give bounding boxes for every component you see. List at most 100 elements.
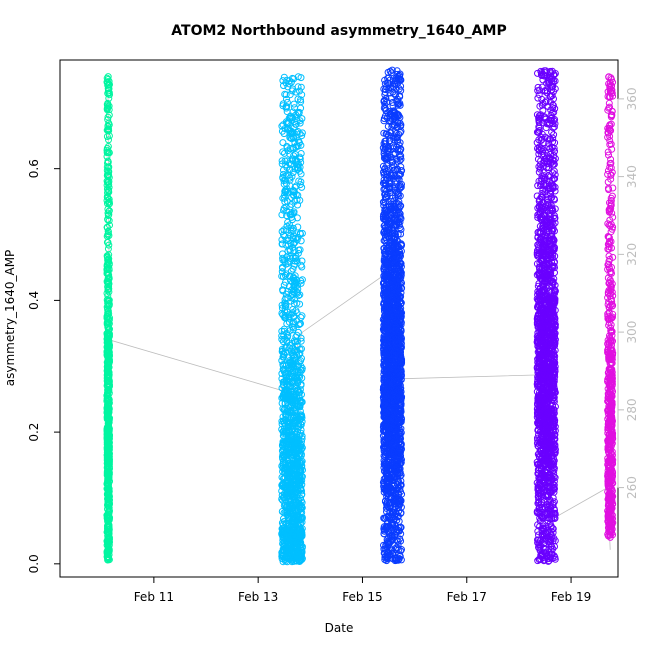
data-point bbox=[104, 256, 112, 264]
data-point bbox=[390, 90, 398, 98]
data-point bbox=[291, 188, 298, 196]
data-point bbox=[104, 306, 112, 314]
data-point bbox=[104, 527, 112, 535]
data-point bbox=[278, 240, 286, 248]
data-point bbox=[278, 508, 286, 515]
data-point bbox=[296, 246, 304, 254]
data-point bbox=[104, 269, 112, 277]
data-point bbox=[104, 245, 112, 253]
data-point bbox=[294, 328, 302, 336]
data-point bbox=[105, 296, 113, 304]
data-point bbox=[103, 74, 111, 82]
data-point bbox=[279, 287, 287, 295]
data-point bbox=[104, 501, 112, 509]
data-point bbox=[296, 320, 304, 328]
data-point bbox=[104, 178, 112, 186]
data-point bbox=[104, 436, 112, 444]
data-point bbox=[105, 266, 113, 274]
data-point bbox=[105, 553, 113, 561]
data-point bbox=[298, 132, 306, 140]
data-point bbox=[104, 189, 111, 197]
data-point bbox=[297, 261, 305, 269]
data-point bbox=[105, 132, 113, 140]
data-point bbox=[290, 100, 298, 108]
data-point bbox=[103, 320, 111, 328]
points-layer bbox=[103, 66, 617, 566]
data-point bbox=[104, 427, 112, 435]
data-point bbox=[104, 113, 112, 121]
data-point bbox=[105, 232, 113, 240]
data-point bbox=[103, 296, 111, 304]
data-point bbox=[104, 164, 112, 172]
data-point bbox=[105, 395, 113, 403]
data-point bbox=[104, 354, 112, 362]
data-point bbox=[298, 229, 306, 237]
data-point bbox=[104, 281, 112, 288]
data-point bbox=[289, 227, 297, 235]
data-point bbox=[289, 306, 297, 313]
series-feb-13 bbox=[278, 73, 306, 566]
data-point bbox=[104, 443, 112, 451]
data-point bbox=[279, 102, 287, 110]
data-point bbox=[103, 289, 111, 297]
data-point bbox=[103, 415, 111, 423]
data-point bbox=[105, 463, 113, 471]
data-point bbox=[283, 103, 291, 111]
data-point bbox=[104, 549, 112, 557]
data-point bbox=[292, 120, 300, 128]
data-point bbox=[291, 257, 299, 265]
series-feb-10 bbox=[103, 73, 113, 564]
data-point bbox=[105, 399, 113, 407]
data-point bbox=[104, 517, 112, 525]
data-point bbox=[105, 490, 112, 498]
data-point bbox=[104, 99, 112, 107]
data-point bbox=[106, 91, 113, 99]
series-feb-18 bbox=[533, 67, 559, 565]
data-point bbox=[281, 369, 289, 377]
data-point bbox=[298, 115, 306, 123]
data-point bbox=[103, 550, 111, 558]
data-point bbox=[103, 471, 111, 479]
data-point bbox=[282, 303, 290, 311]
data-point bbox=[280, 206, 287, 214]
data-point bbox=[279, 534, 287, 542]
data-point bbox=[105, 386, 112, 394]
data-point bbox=[296, 87, 303, 95]
data-point bbox=[103, 193, 111, 201]
data-point bbox=[104, 159, 111, 167]
data-point bbox=[103, 528, 111, 536]
data-point bbox=[298, 499, 306, 507]
data-point bbox=[106, 432, 113, 440]
data-point bbox=[104, 122, 112, 130]
data-point bbox=[104, 508, 112, 516]
data-point bbox=[105, 481, 112, 489]
data-point bbox=[104, 297, 112, 305]
data-point bbox=[295, 423, 303, 431]
data-point bbox=[278, 211, 286, 219]
data-point bbox=[278, 236, 286, 244]
data-point bbox=[105, 200, 113, 208]
data-point bbox=[104, 374, 112, 382]
data-point bbox=[295, 351, 303, 358]
data-point bbox=[105, 408, 113, 415]
data-point bbox=[281, 194, 288, 202]
data-point bbox=[103, 181, 111, 189]
data-point bbox=[103, 330, 111, 338]
data-point bbox=[104, 90, 112, 97]
data-point bbox=[105, 316, 113, 324]
data-point bbox=[103, 454, 111, 462]
data-point bbox=[291, 431, 299, 438]
data-point bbox=[282, 180, 290, 188]
data-point bbox=[105, 198, 113, 206]
data-point bbox=[105, 211, 113, 219]
data-point bbox=[291, 155, 299, 163]
data-point bbox=[104, 539, 112, 547]
data-point bbox=[293, 196, 301, 204]
series-feb-15 bbox=[379, 66, 406, 565]
data-point bbox=[297, 178, 305, 186]
data-point bbox=[286, 221, 294, 229]
data-point bbox=[104, 231, 112, 239]
data-point bbox=[298, 91, 306, 99]
